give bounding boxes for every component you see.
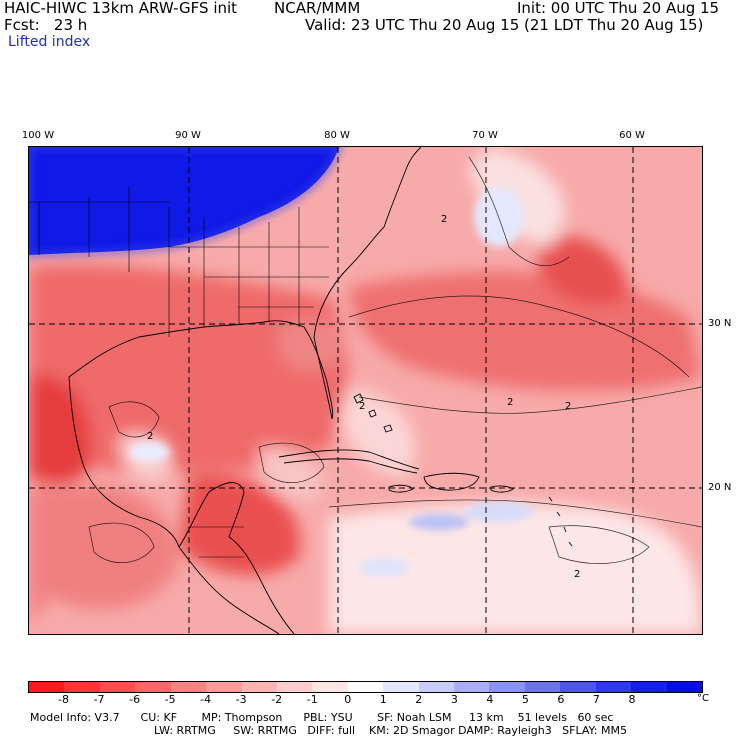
contour-label: 2 (574, 569, 580, 580)
colorbar (28, 681, 703, 693)
colorbar-segment (595, 682, 632, 692)
colorbar-tick-label: -1 (306, 693, 318, 706)
colorbar-segment (206, 682, 242, 692)
colorbar-segment (489, 682, 525, 692)
colorbar-segment (241, 682, 277, 692)
lat-label-30n: 30 N (708, 318, 732, 329)
colorbar-tick-label: -5 (164, 693, 176, 706)
colorbar-segment (418, 682, 455, 692)
model-info-line-1: Model Info: V3.7 CU: KF MP: Thompson PBL… (30, 711, 614, 724)
colorbar-unit: °C (697, 693, 709, 704)
contour-label: 2 (359, 401, 365, 412)
colorbar-tick-label: 8 (628, 693, 636, 706)
model-title: HAIC-HIWC 13km ARW-GFS init (4, 0, 238, 17)
colorbar-tick-label: -2 (271, 693, 283, 706)
colorbar-tick-label: -7 (93, 693, 105, 706)
lon-label-70w: 70 W (472, 130, 498, 141)
init-time: Init: 00 UTC Thu 20 Aug 15 (517, 0, 720, 17)
forecast-hour: Fcst: 23 h (4, 16, 88, 34)
colorbar-segment (29, 682, 65, 692)
contour-label: 2 (565, 401, 571, 412)
colorbar-segment (560, 682, 596, 692)
colorbar-tick-label: 3 (450, 693, 458, 706)
coastlines (68, 147, 573, 634)
contour-label: 2 (147, 431, 153, 442)
colorbar-segment (666, 682, 703, 692)
lifted-index-map: 2 2 2 2 2 2 (28, 146, 703, 635)
contour-label: 2 (441, 214, 447, 225)
colorbar-segment (64, 682, 100, 692)
lon-label-80w: 80 W (324, 130, 350, 141)
map-canvas: 2 2 2 2 2 2 (29, 147, 702, 634)
colorbar-tick-label: -4 (200, 693, 212, 706)
colorbar-tick-label: 6 (557, 693, 565, 706)
colorbar-segment (99, 682, 136, 692)
colorbar-tick-label: -8 (58, 693, 69, 706)
lat-lon-grid (29, 147, 702, 634)
contour-lines (88, 156, 702, 564)
colorbar-segment (631, 682, 667, 692)
colorbar-segment (170, 682, 207, 692)
colorbar-tick-label: -3 (235, 693, 247, 706)
contour-value-labels: 2 2 2 2 2 2 (147, 214, 580, 580)
colorbar-tick-label: 1 (379, 693, 387, 706)
colorbar-segment (312, 682, 348, 692)
colorbar-segment (276, 682, 313, 692)
lon-label-100w: 100 W (21, 130, 55, 141)
colorbar-tick-label: 7 (592, 693, 600, 706)
colorbar-tick-label: 2 (415, 693, 423, 706)
colorbar-segment (135, 682, 171, 692)
lon-label-90w: 90 W (175, 130, 201, 141)
colorbar-segment (454, 682, 490, 692)
contour-label: 2 (507, 397, 513, 408)
colorbar-segment (524, 682, 561, 692)
state-borders (29, 187, 329, 558)
colorbar-tick-label: 5 (521, 693, 529, 706)
colorbar-tick-label: 0 (344, 693, 352, 706)
colorbar-tick-label: 4 (486, 693, 494, 706)
org-label: NCAR/MMM (274, 0, 361, 17)
field-blobs (29, 147, 702, 634)
lon-label-60w: 60 W (619, 130, 645, 141)
lat-label-20n: 20 N (708, 482, 732, 493)
valid-time: Valid: 23 UTC Thu 20 Aug 15 (21 LDT Thu … (305, 16, 704, 34)
model-info-line-2: LW: RRTMG SW: RRTMG DIFF: full KM: 2D Sm… (154, 724, 627, 737)
colorbar-segment (347, 682, 384, 692)
field-name: Lifted index (8, 34, 91, 50)
colorbar-tick-label: -6 (129, 693, 141, 706)
stable-region (29, 147, 339, 255)
colorbar-segment (383, 682, 419, 692)
